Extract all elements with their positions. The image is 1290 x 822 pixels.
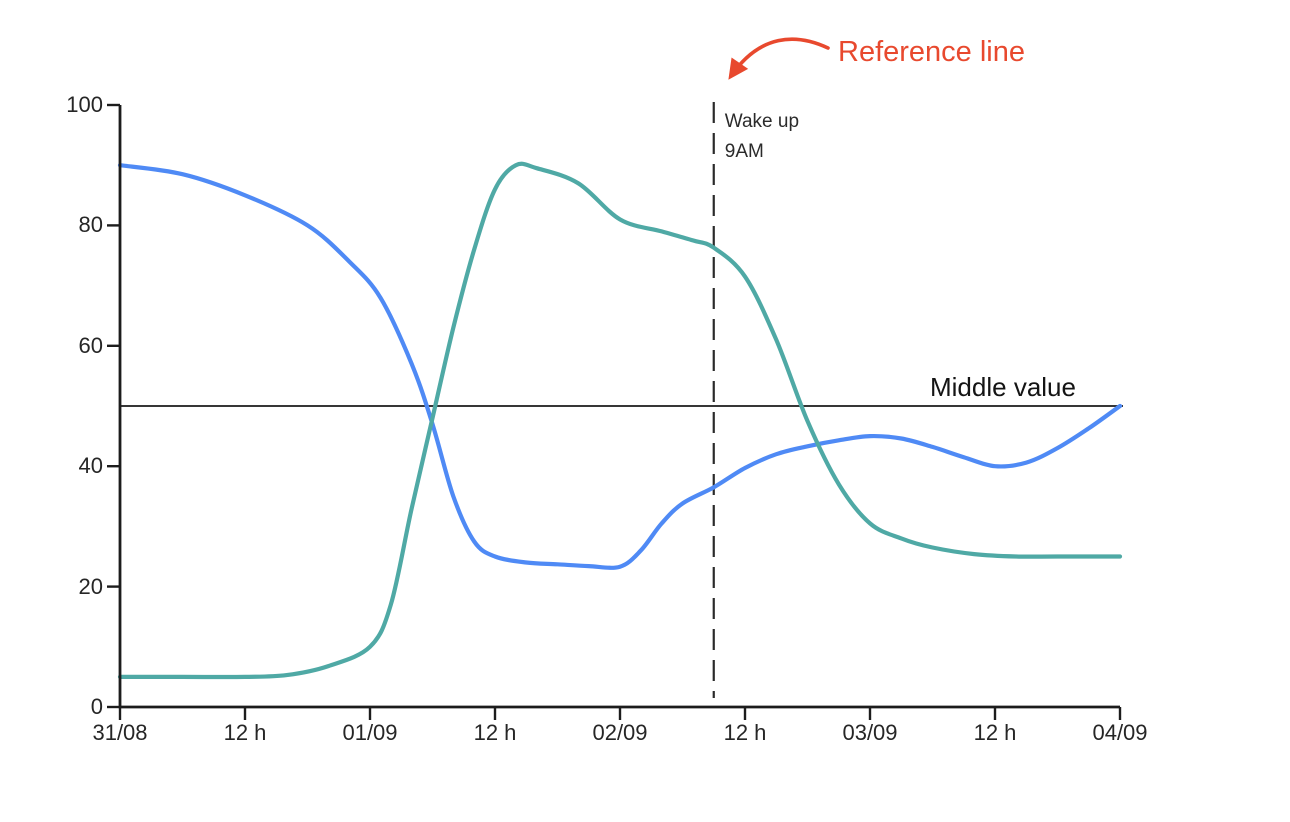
x-tick-label: 01/09 — [342, 720, 398, 745]
y-tick-label: 40 — [78, 453, 103, 479]
x-tick-label: 12 h — [723, 720, 767, 745]
x-tick-label: 03/09 — [842, 720, 898, 745]
vertical-ref-label-line1: Wake up — [724, 111, 800, 132]
x-tick-label: 02/09 — [592, 720, 648, 745]
x-tick-label: 12 h — [223, 720, 267, 745]
y-tick-label: 80 — [78, 212, 103, 238]
vertical-ref-label-line2: 9AM — [724, 141, 764, 162]
y-tick-label: 60 — [78, 332, 103, 358]
middle-value-label: Middle value — [930, 372, 1076, 402]
y-tick-label: 100 — [66, 92, 103, 117]
annotation-arrow-icon — [728, 37, 830, 80]
x-tick-label: 12 h — [473, 720, 517, 745]
x-tick-label: 12 h — [973, 720, 1017, 745]
x-tick-label: 31/08 — [92, 720, 148, 745]
x-tick-label: 04/09 — [1092, 720, 1148, 745]
line-series-2 — [117, 161, 1123, 680]
y-tick-label: 0 — [90, 694, 103, 719]
y-tick-label: 20 — [78, 573, 103, 599]
reference-line-annotation: Reference line — [838, 36, 1025, 68]
line-series-1 — [117, 163, 1123, 570]
